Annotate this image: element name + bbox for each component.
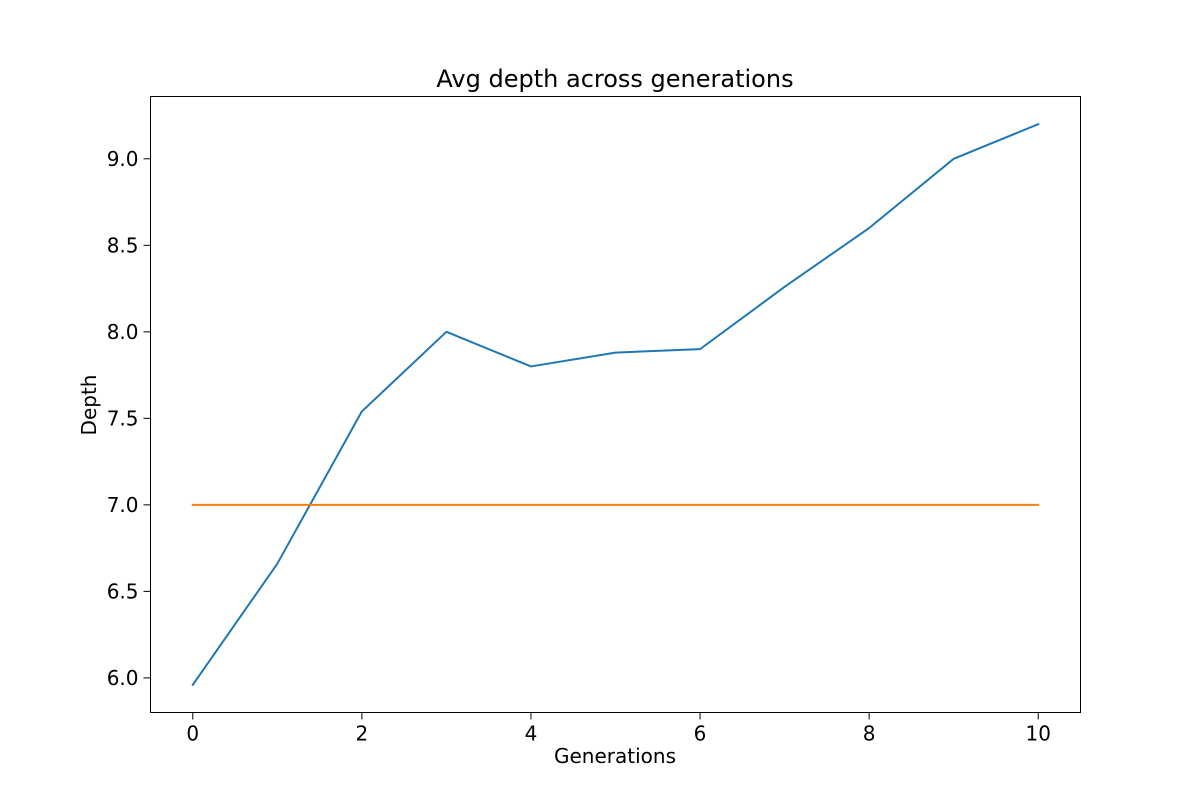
series-line-1 bbox=[191, 122, 1040, 687]
plot-frame bbox=[150, 96, 1081, 713]
y-axis: 6.0 6.5 7.0 7.5 8.0 8.5 9.0 bbox=[107, 147, 151, 690]
x-tick-label: 10 bbox=[1026, 722, 1051, 746]
y-tick-label: 7.5 bbox=[107, 406, 139, 430]
x-axis-label: Generations bbox=[554, 744, 676, 768]
x-tick-label: 2 bbox=[355, 722, 368, 746]
x-tick-label: 4 bbox=[525, 722, 538, 746]
y-tick-label: 6.0 bbox=[107, 666, 139, 690]
y-tick-label: 8.0 bbox=[107, 320, 139, 344]
x-axis: 0 2 4 6 8 10 bbox=[186, 712, 1051, 746]
y-tick-label: 9.0 bbox=[107, 147, 139, 171]
x-tick-label: 6 bbox=[694, 722, 707, 746]
x-tick-label: 0 bbox=[186, 722, 199, 746]
y-axis-label: Depth bbox=[77, 375, 101, 436]
series-layer bbox=[191, 122, 1040, 687]
y-tick-label: 7.0 bbox=[107, 493, 139, 517]
y-tick-label: 8.5 bbox=[107, 233, 139, 257]
x-tick-label: 8 bbox=[863, 722, 876, 746]
y-tick-label: 6.5 bbox=[107, 579, 139, 603]
chart-title: Avg depth across generations bbox=[436, 65, 793, 93]
